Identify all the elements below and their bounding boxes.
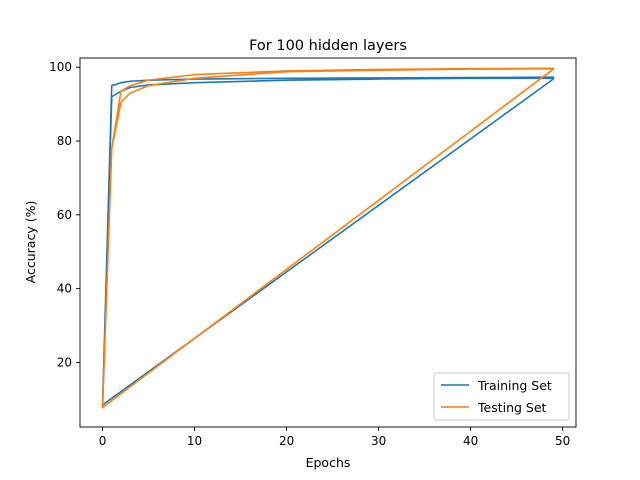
- series-line-training-set: [101, 76, 555, 407]
- x-tick-label: 20: [279, 434, 294, 448]
- y-tick-label: 100: [49, 60, 72, 74]
- legend: Training Set Testing Set: [433, 372, 570, 421]
- legend-label-training: Training Set: [477, 378, 552, 393]
- y-tick-label: 60: [57, 208, 72, 222]
- x-tick-label: 10: [187, 434, 202, 448]
- x-tick-label: 0: [99, 434, 107, 448]
- series-layer: [101, 67, 555, 409]
- y-axis-label: Accuracy (%): [23, 201, 38, 284]
- x-axis-label: Epochs: [306, 455, 351, 470]
- series-line-testing-set: [101, 67, 555, 409]
- y-tick-label: 20: [57, 355, 72, 369]
- y-tick-label: 80: [57, 134, 72, 148]
- plot-area-frame: [79, 57, 577, 428]
- x-tick-label: 30: [371, 434, 386, 448]
- x-tick-label: 40: [463, 434, 478, 448]
- x-tick-label: 50: [555, 434, 570, 448]
- chart-title: For 100 hidden layers: [249, 38, 407, 54]
- legend-label-testing: Testing Set: [477, 400, 547, 415]
- y-tick-label: 40: [57, 282, 72, 296]
- ticks-layer: 0 10 20 30 40 50 20 40 60 80 100: [49, 60, 570, 448]
